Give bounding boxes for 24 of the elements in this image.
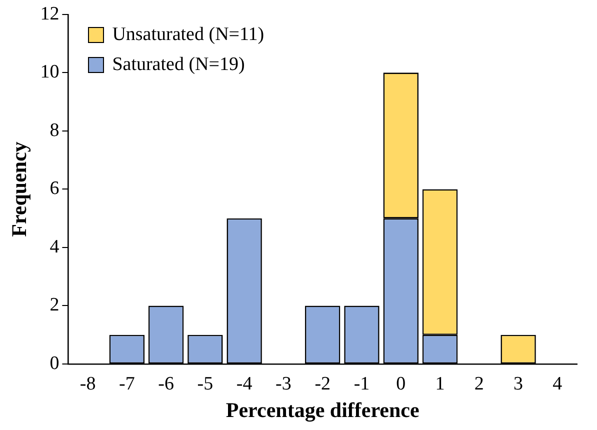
y-tick-label: 12 <box>40 3 60 24</box>
y-axis-title: Frequency <box>7 141 32 237</box>
x-tick-label: 3 <box>514 373 524 394</box>
x-axis-title: Percentage difference <box>226 398 420 422</box>
x-tick-label: -5 <box>197 373 214 394</box>
y-tick-label: 0 <box>50 352 60 374</box>
x-tick-label: -3 <box>276 373 292 394</box>
x-tick-label: -2 <box>314 373 331 394</box>
x-tick-label: -7 <box>118 373 135 394</box>
y-tick-label: 8 <box>50 120 60 141</box>
legend-label: Saturated (N=19) <box>112 54 245 76</box>
x-tick-label: -6 <box>158 373 174 394</box>
y-tick-label: 6 <box>50 178 60 200</box>
y-tick-label: 2 <box>50 294 60 316</box>
x-tick-label: -8 <box>80 373 96 394</box>
x-tick-label: 4 <box>552 373 563 394</box>
x-tick-label: 1 <box>435 373 445 394</box>
x-tick-label: -4 <box>236 373 253 394</box>
x-tick-label: 0 <box>396 373 406 394</box>
x-tick-label: -1 <box>354 373 370 394</box>
legend-label: Unsaturated (N=11) <box>112 24 264 46</box>
y-tick-label: 4 <box>50 236 60 258</box>
x-tick-label: 2 <box>474 373 484 394</box>
y-tick-label: 10 <box>40 62 60 83</box>
